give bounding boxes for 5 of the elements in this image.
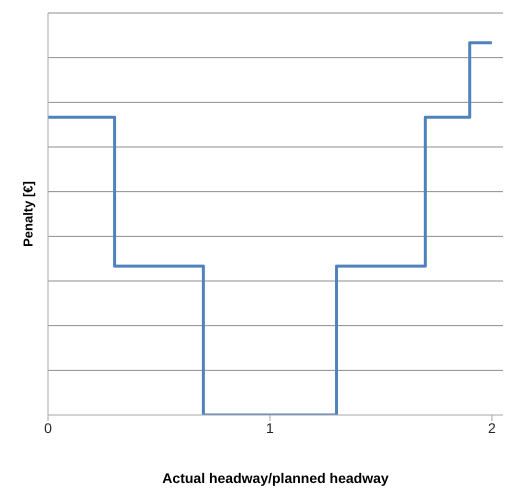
x-axis-title: Actual headway/planned headway xyxy=(162,470,389,486)
x-tick-label: 1 xyxy=(266,420,274,436)
x-tick-label: 2 xyxy=(488,420,496,436)
x-tick-label: 0 xyxy=(44,420,52,436)
y-axis-title: Penalty [€] xyxy=(20,181,36,247)
